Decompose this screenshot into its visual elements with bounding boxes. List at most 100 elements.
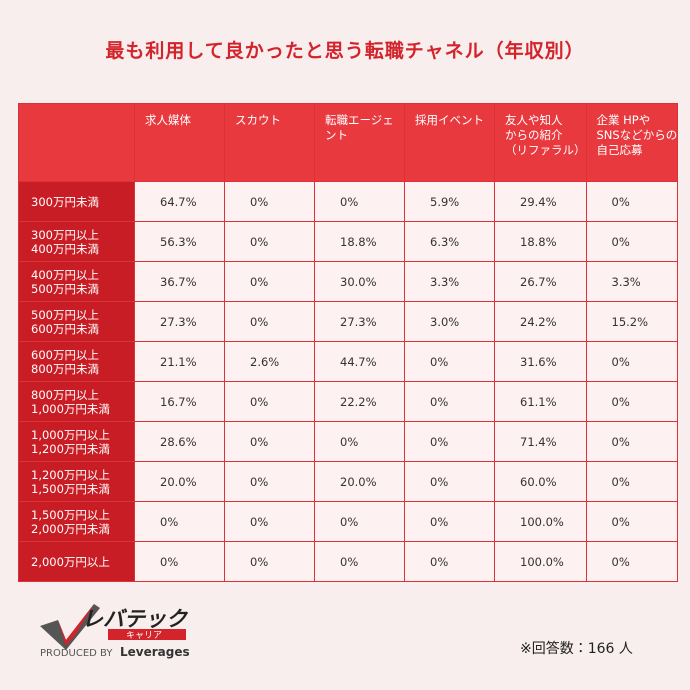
row-label: 1,200万円以上 1,500万円未満 [18,461,135,502]
cell: 0% [585,461,679,502]
cell: 26.7% [494,261,587,302]
header-cell: 友人や知人 からの紹介 （リファラル） [494,103,587,182]
text-line: 600万円未満 [31,321,99,336]
text-line: 1,200万円未満 [31,441,110,456]
logo-band [108,629,186,640]
text-line: 500万円未満 [31,281,99,296]
text-line: （リファラル） [505,143,586,157]
cell: 3.0% [404,301,495,342]
row: 400万円以上 500万円未満 36.7% 0% 30.0% 3.3% 26.7% 3.3% [18,261,679,302]
cell: 0% [224,221,315,262]
text-line: 1,200万円以上 [31,467,110,482]
cell: 22.2% [314,381,405,422]
cell: 0% [314,541,405,582]
cell: 20.0% [314,461,405,502]
cell: 5.9% [404,181,495,222]
cell: 0% [585,421,679,462]
text-line: 600万円以上 [31,347,99,362]
logo-brand: Leverages [120,645,190,659]
cell: 0% [134,541,225,582]
cell: 0% [224,301,315,342]
row-label: 2,000万円以上 [18,541,135,582]
cell: 0% [224,261,315,302]
cell: 0% [224,461,315,502]
logo-name: レバテック [82,607,189,631]
text-line: ント [325,128,348,142]
text-line: 2,000万円以上 [31,554,110,569]
text-line: SNSなどからの [596,128,678,142]
text-line: 企業 HPや [596,113,651,127]
text-line: 500万円以上 [31,307,99,322]
cell: 61.1% [494,381,587,422]
row: 1,500万円以上 2,000万円未満 0% 0% 0% 0% 100.0% 0% [18,501,679,542]
cell: 44.7% [314,341,405,382]
cell: 0% [585,381,679,422]
logo: レバテック キャリア PRODUCED BY Leverages [40,604,190,659]
cell: 0% [404,381,495,422]
row: 800万円以上 1,000万円未満 16.7% 0% 22.2% 0% 61.1% 0% [18,381,679,422]
cell: 21.1% [134,341,225,382]
cell: 0% [404,541,495,582]
header-cell: 求人媒体 [134,103,225,182]
header-cell: スカウト [224,103,315,182]
note: ※回答数：166 人 [520,641,633,657]
cell: 0% [224,421,315,462]
row: 1,200万円以上 1,500万円未満 20.0% 0% 20.0% 0% 60.0% 0% [18,461,679,502]
cell: 30.0% [314,261,405,302]
cell: 0% [585,181,679,222]
cell: 18.8% [314,221,405,262]
cell: 0% [224,501,315,542]
cell: 100.0% [494,541,587,582]
cell: 36.7% [134,261,225,302]
cell: 0% [585,501,679,542]
text-line: 採用イベント [415,113,484,127]
text-line: 求人媒体 [145,113,191,127]
cell: 0% [314,501,405,542]
row: 500万円以上 600万円未満 27.3% 0% 27.3% 3.0% 24.2% 15.2% [18,301,679,342]
row: 1,000万円以上 1,200万円未満 28.6% 0% 0% 0% 71.4% 0% [18,421,679,462]
text-line: 1,500万円以上 [31,507,110,522]
row: 300万円以上 400万円未満 56.3% 0% 18.8% 6.3% 18.8% 0% [18,221,679,262]
cell: 71.4% [494,421,587,462]
text-line: 400万円未満 [31,241,99,256]
cell: 0% [404,461,495,502]
text-line: 1,500万円未満 [31,481,110,496]
text-line: からの紹介 [505,128,563,142]
cell: 27.3% [314,301,405,342]
cell: 0% [314,421,405,462]
row: 300万円未満 64.7% 0% 0% 5.9% 29.4% 0% [18,181,679,222]
text-line: スカウト [235,113,281,127]
cell: 15.2% [585,301,679,342]
corner-cell [18,103,135,182]
text-line: 1,000万円未満 [31,401,110,416]
text-line: 300万円以上 [31,227,99,242]
header-cell: 採用イベント [404,103,495,182]
cell: 0% [224,181,315,222]
row-label: 400万円以上 500万円未満 [18,261,135,302]
cell: 0% [585,541,679,582]
row: 2,000万円以上 0% 0% 0% 0% 100.0% 0% [18,541,679,582]
cell: 64.7% [134,181,225,222]
text-line: 300万円未満 [31,194,99,209]
header-row: 求人媒体 スカウト 転職エージェ ント 採用イベント 友人や知人 からの紹介 （リファラル）企… [18,103,679,182]
row-label: 600万円以上 800万円未満 [18,341,135,382]
cell: 27.3% [134,301,225,342]
cell: 0% [404,341,495,382]
cell: 29.4% [494,181,587,222]
cell: 0% [404,421,495,462]
cell: 3.3% [585,261,679,302]
cell: 18.8% [494,221,587,262]
cell: 100.0% [494,501,587,542]
row-label: 300万円以上 400万円未満 [18,221,135,262]
logo-produced: PRODUCED BY [40,648,113,659]
cell: 0% [585,221,679,262]
text-line: 自己応募 [596,143,643,157]
text-line: 800万円未満 [31,361,99,376]
cell: 16.7% [134,381,225,422]
logo-mark [40,604,100,650]
cell: 56.3% [134,221,225,262]
row: 600万円以上 800万円未満 21.1% 2.6% 44.7% 0% 31.6% 0% [18,341,679,382]
row-label: 300万円未満 [18,181,135,222]
